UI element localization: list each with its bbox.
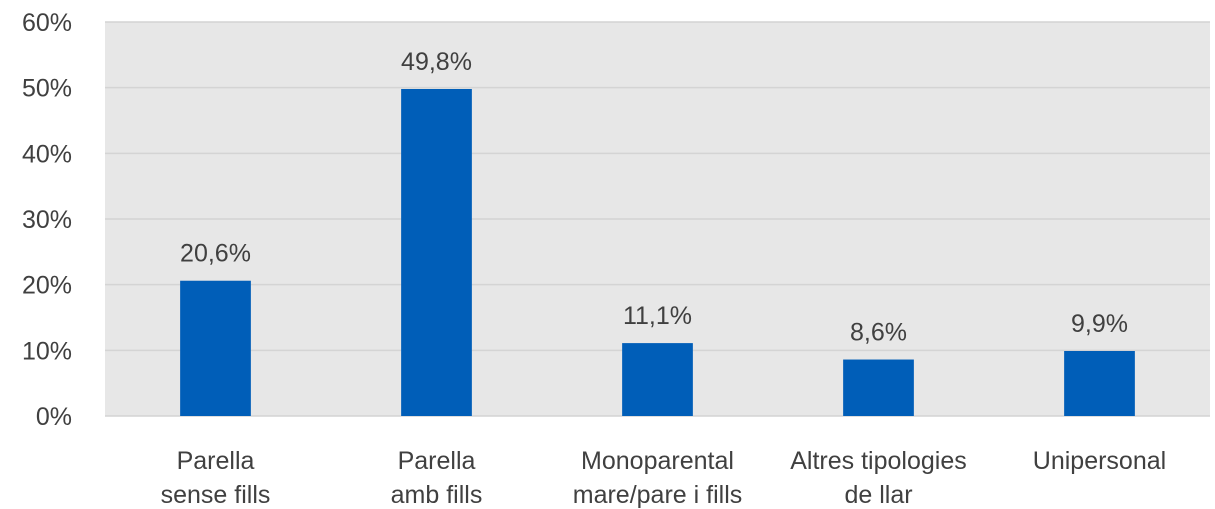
- data-label: 11,1%: [623, 302, 692, 330]
- bar: [1064, 350, 1135, 416]
- bar: [401, 88, 472, 416]
- x-category-label: amb fills: [391, 481, 483, 509]
- y-tick-label: 50%: [22, 75, 72, 103]
- bar: [843, 359, 914, 416]
- x-category-label: Parella: [177, 447, 255, 475]
- bar: [622, 343, 693, 416]
- data-label: 20,6%: [180, 240, 251, 268]
- x-category-label: Unipersonal: [1033, 447, 1166, 475]
- y-tick-label: 30%: [22, 206, 72, 234]
- x-category-label: mare/pare i fills: [573, 481, 743, 509]
- y-tick-label: 20%: [22, 272, 72, 300]
- x-category-label: sense fills: [161, 481, 271, 509]
- x-axis-labels: Parella sense fills Parella amb fills Monopa…: [161, 447, 1167, 509]
- x-category-label: de llar: [844, 481, 912, 509]
- y-tick-label: 40%: [22, 140, 72, 168]
- bar: [180, 280, 251, 416]
- y-tick-label: 0%: [36, 403, 72, 431]
- y-tick-label: 60%: [22, 9, 72, 37]
- gridlines: [105, 21, 1210, 417]
- bars: [180, 88, 1135, 416]
- x-category-label: Monoparental: [581, 447, 734, 475]
- y-tick-label: 10%: [22, 337, 72, 365]
- x-category-label: Altres tipologies: [790, 447, 966, 475]
- y-axis-ticks: 0% 10% 20% 30% 40% 50% 60%: [22, 9, 72, 431]
- data-label: 9,9%: [1071, 310, 1128, 338]
- data-label: 8,6%: [850, 319, 907, 347]
- x-category-label: Parella: [398, 447, 476, 475]
- data-labels: 20,6% 49,8% 11,1% 8,6% 9,9%: [180, 48, 1128, 347]
- data-label: 49,8%: [401, 48, 472, 76]
